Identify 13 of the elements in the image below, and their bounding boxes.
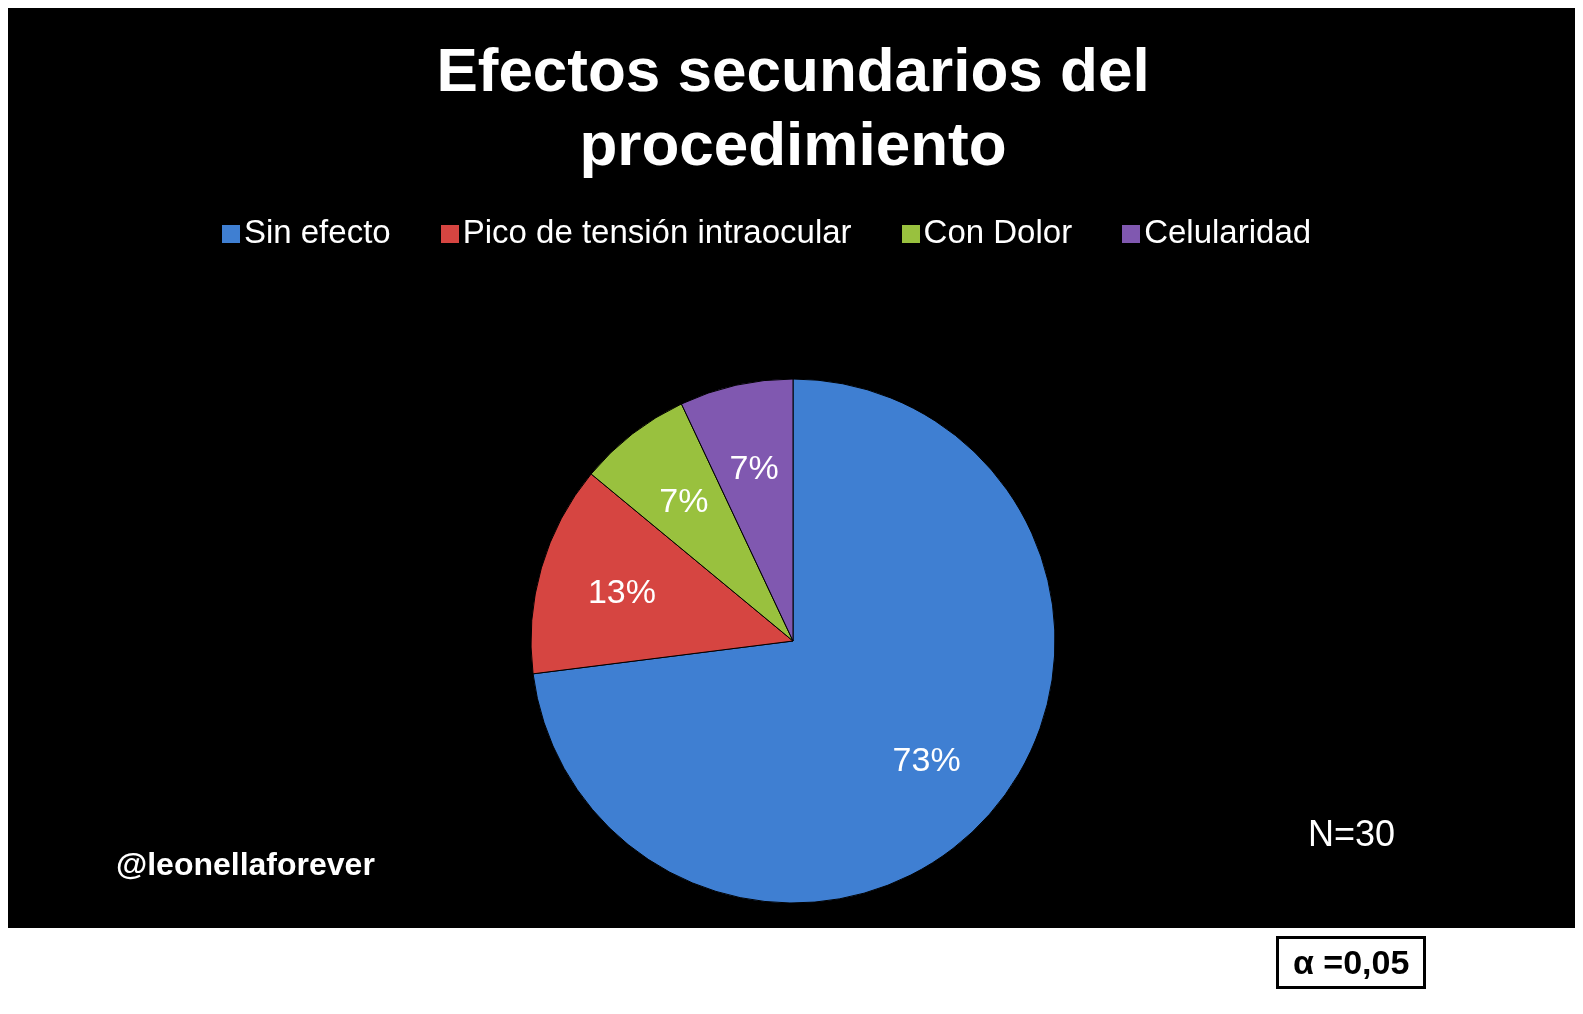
chart-title: Efectos secundarios del procedimiento [435, 34, 1151, 180]
data-label: 13% [587, 572, 656, 611]
text: α =0,05 [1276, 936, 1427, 989]
legend-label: Pico de tensión intraocular [462, 213, 852, 250]
text: @leonellaforever [116, 846, 375, 883]
text: N=30 [1308, 813, 1396, 855]
pie-slice [532, 378, 1056, 904]
data-label: 73% [892, 739, 961, 778]
legend-label: Con Dolor [923, 213, 1073, 250]
data-label: 7% [729, 448, 779, 487]
data-label: 7% [659, 481, 709, 520]
legend-label: Sin efecto [243, 213, 391, 250]
legend-label: Celularidad [1144, 213, 1312, 250]
